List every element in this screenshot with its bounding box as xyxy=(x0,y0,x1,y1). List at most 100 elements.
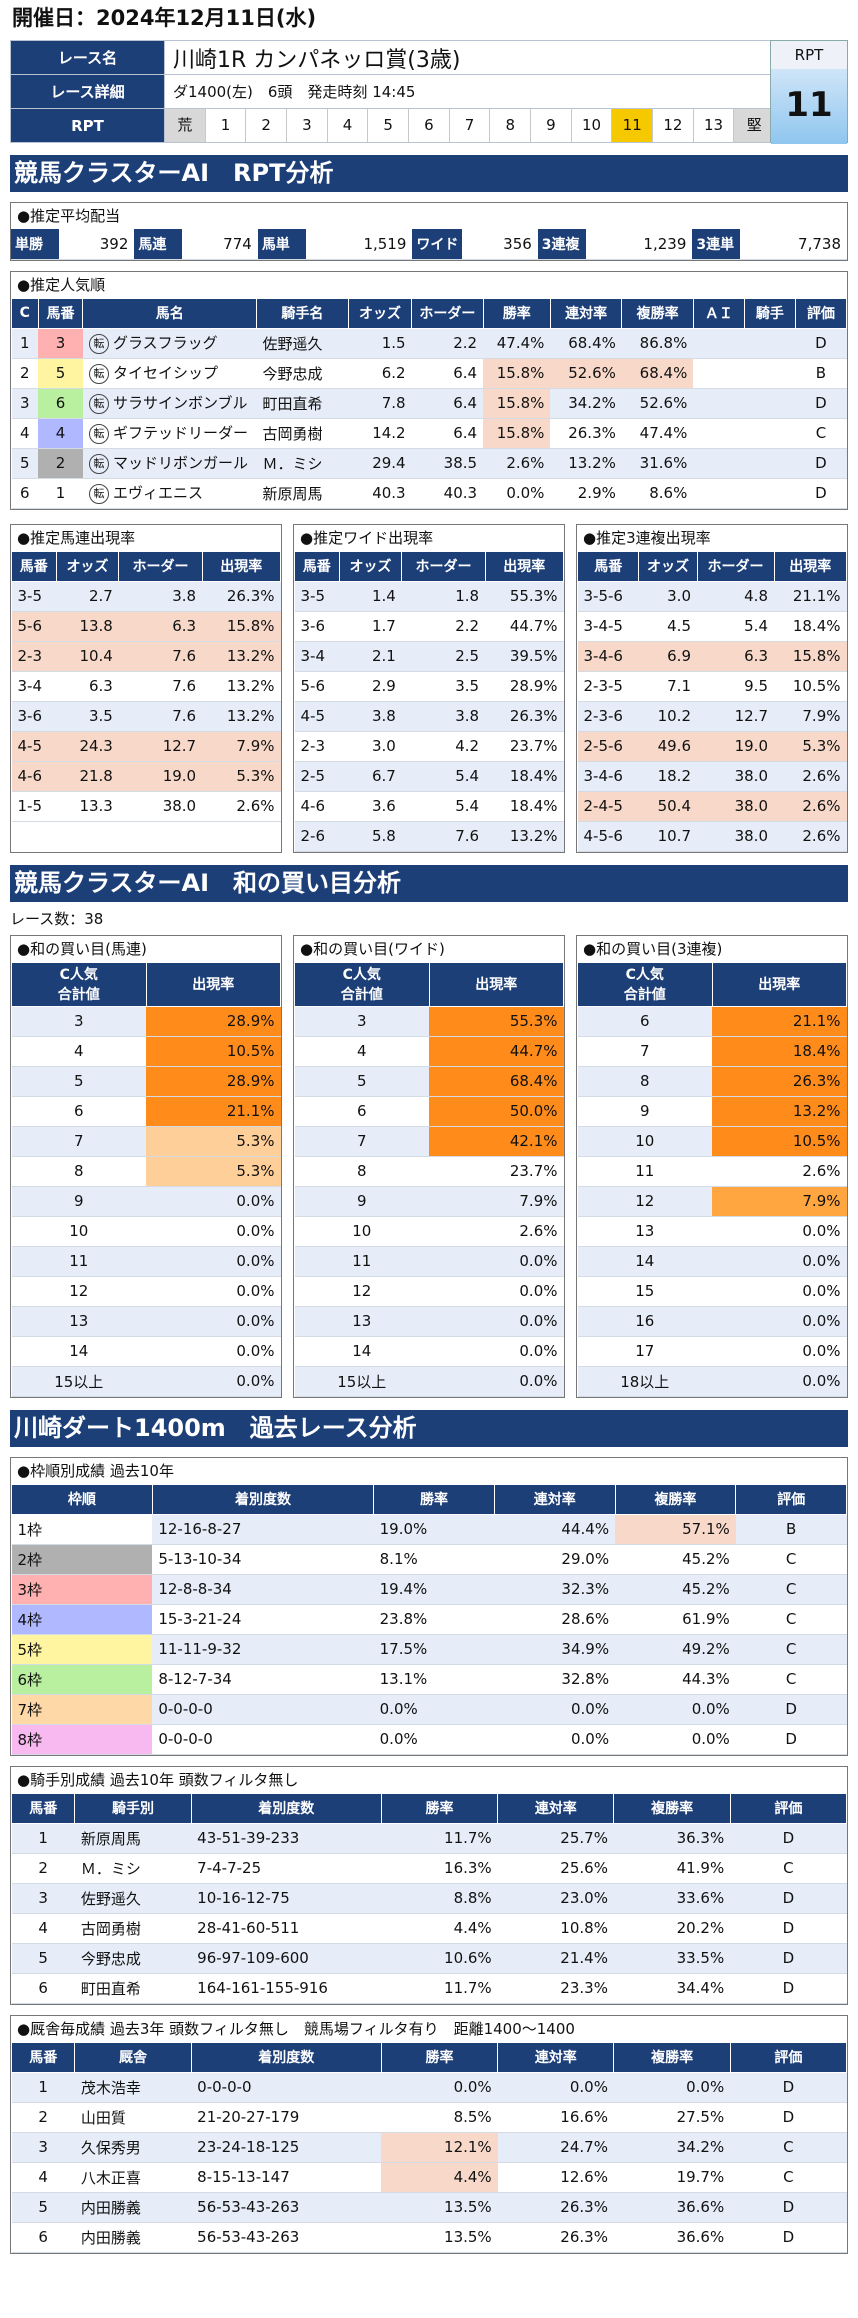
header-row: 枠順 着別度数 勝率 連対率 複勝率 評価 xyxy=(11,1483,847,1515)
cell: 10.8% xyxy=(497,1913,614,1944)
cell: 7.9% xyxy=(202,731,281,762)
cell: 7.8 xyxy=(348,388,412,419)
cell: 9 xyxy=(11,1186,146,1217)
rpt-scale-cell: 5 xyxy=(368,109,410,142)
cell: 11.7% xyxy=(381,1823,498,1854)
sum-wide-table: C人気 合計値 出現率 3 55.3% 4 44.7% 5 68.4% 6 50.0% 7 42.1%… xyxy=(294,961,564,1397)
cell: 3 xyxy=(11,1883,75,1914)
cell: 8-12-7-34 xyxy=(152,1664,374,1695)
cell: 28.9% xyxy=(485,671,564,702)
jockey-title: ●騎手別成績 過去10年 頭数フィルタ無し xyxy=(17,1770,299,1789)
rpt-scale-cell: 2 xyxy=(246,109,288,142)
cell: 八木正喜 xyxy=(74,2162,192,2193)
cell: 15.8% xyxy=(483,418,551,449)
horse-name: サラサインボンブル xyxy=(112,394,248,413)
sum-trio-title: ●和の買い目(3連複) xyxy=(583,939,723,958)
header-row: C人気 合計値 出現率 xyxy=(577,961,847,1007)
cell: 4-6 xyxy=(294,791,340,822)
cell: 0-0-0-0 xyxy=(191,2072,382,2103)
cell xyxy=(744,388,796,419)
cell: 0.0% xyxy=(497,2072,614,2103)
race-detail-label: レース詳細 xyxy=(10,74,165,109)
table-row: 1枠 12-16-8-27 19.0% 44.4% 57.1% B xyxy=(11,1514,847,1545)
table-row: 11 0.0% xyxy=(294,1246,564,1277)
cell: 26.3% xyxy=(202,581,281,612)
cell: 6 xyxy=(11,1096,146,1127)
cell: 山田質 xyxy=(74,2102,192,2133)
table-row: 8 5.3% xyxy=(11,1156,281,1187)
cell: 34.2% xyxy=(550,388,622,419)
cell: 1枠 xyxy=(11,1514,153,1545)
cell: 新原周馬 xyxy=(256,478,349,509)
cell: 34.9% xyxy=(494,1634,616,1665)
cell: 10.7 xyxy=(638,821,697,852)
trainer-table: 馬番 厩舎 着別度数 勝率 連対率 複勝率 評価 1 茂木浩幸 0-0-0-0 0.0% 0.0% 0.… xyxy=(10,2041,848,2253)
cell: 44.7% xyxy=(485,611,564,642)
column-header: 勝率 xyxy=(380,2041,499,2073)
cell: 10.2 xyxy=(638,701,697,732)
cell: 23.7% xyxy=(485,731,564,762)
cell: 2.7 xyxy=(56,581,119,612)
cell: 23.7% xyxy=(429,1156,564,1187)
cell: 0.0% xyxy=(712,1336,847,1367)
table-row: 6 21.1% xyxy=(11,1096,281,1127)
cell: 2-5-6 xyxy=(577,731,639,762)
cell: 1.5 xyxy=(348,328,412,359)
cell xyxy=(693,448,745,479)
cell: 12 xyxy=(11,1276,146,1307)
rpt-box: RPT 11 xyxy=(770,40,848,144)
cell: 10-16-12-75 xyxy=(191,1883,382,1914)
cell: 2-3 xyxy=(294,731,340,762)
cell: 久保秀男 xyxy=(74,2132,192,2163)
column-header: 複勝率 xyxy=(613,1792,731,1824)
trio-box: ●推定3連複出現率 馬番 オッズ ホーダー 出現率 3-5-6 3.0 4.8 21.1% 3-4… xyxy=(576,523,848,853)
cell: 転グラスフラッグ xyxy=(82,328,257,359)
cell: 23.0% xyxy=(497,1883,614,1914)
table-row: 2-4-5 50.4 38.0 2.6% xyxy=(577,791,847,822)
cell: 町田直希 xyxy=(256,388,349,419)
cell: 3.0 xyxy=(339,731,402,762)
cell: 6.4 xyxy=(411,418,484,449)
header-row: 馬番 オッズ ホーダー 出現率 xyxy=(11,550,282,582)
column-header: 出現率 xyxy=(711,961,847,1007)
cell: 6 xyxy=(577,1006,712,1037)
cell: 8 xyxy=(577,1066,712,1097)
cell: 68.4% xyxy=(429,1066,564,1097)
cell: 9.5 xyxy=(697,671,774,702)
cell: 3.8 xyxy=(118,581,203,612)
cell: 18以上 xyxy=(577,1366,712,1397)
cell: 38.0 xyxy=(697,821,774,852)
horse-name: マッドリボンガール xyxy=(112,454,248,473)
rpt-scale-cell: 7 xyxy=(450,109,491,142)
race-header-table: レース名 川崎1R カンパネッロ賞(3歳) レース詳細 ダ1400(左) 6頭 … xyxy=(10,40,775,143)
table-row: 10 2.6% xyxy=(294,1216,564,1247)
cell: 3.8 xyxy=(339,701,402,732)
table-row: 14 0.0% xyxy=(577,1246,847,1277)
cell: 古岡勇樹 xyxy=(256,418,349,449)
avg-payout-title: ●推定平均配当 xyxy=(17,207,121,225)
table-row: 7 42.1% xyxy=(294,1126,564,1157)
cell: 33.5% xyxy=(613,1943,731,1974)
cell: 11-11-9-32 xyxy=(152,1634,374,1665)
cell: 6.7 xyxy=(339,761,402,792)
cell: B xyxy=(735,1514,847,1545)
cell: 18.4% xyxy=(485,791,564,822)
cell: 2 xyxy=(11,358,39,389)
cell: 0.0% xyxy=(613,2072,731,2103)
cell: 21.1% xyxy=(146,1096,281,1127)
table-row: 2 山田質 21-20-27-179 8.5% 16.6% 27.5% D xyxy=(11,2102,847,2133)
cell: 4 xyxy=(294,1036,429,1067)
cell: 6.3 xyxy=(56,671,119,702)
table-row: 2-3 3.0 4.2 23.7% xyxy=(294,731,564,762)
cell: 12.6% xyxy=(497,2162,614,2193)
column-header: オッズ xyxy=(638,550,698,582)
cell: 56-53-43-263 xyxy=(191,2222,382,2253)
cell: 2-3 xyxy=(11,641,57,672)
table-row: 3-4 2.1 2.5 39.5% xyxy=(294,641,564,672)
cell: 7.9% xyxy=(774,701,847,732)
table-row: 9 13.2% xyxy=(577,1096,847,1127)
cell: 45.2% xyxy=(615,1544,736,1575)
table-row: 3 55.3% xyxy=(294,1006,564,1037)
cell: 2.6% xyxy=(483,448,551,479)
cell: 21.4% xyxy=(497,1943,614,1974)
